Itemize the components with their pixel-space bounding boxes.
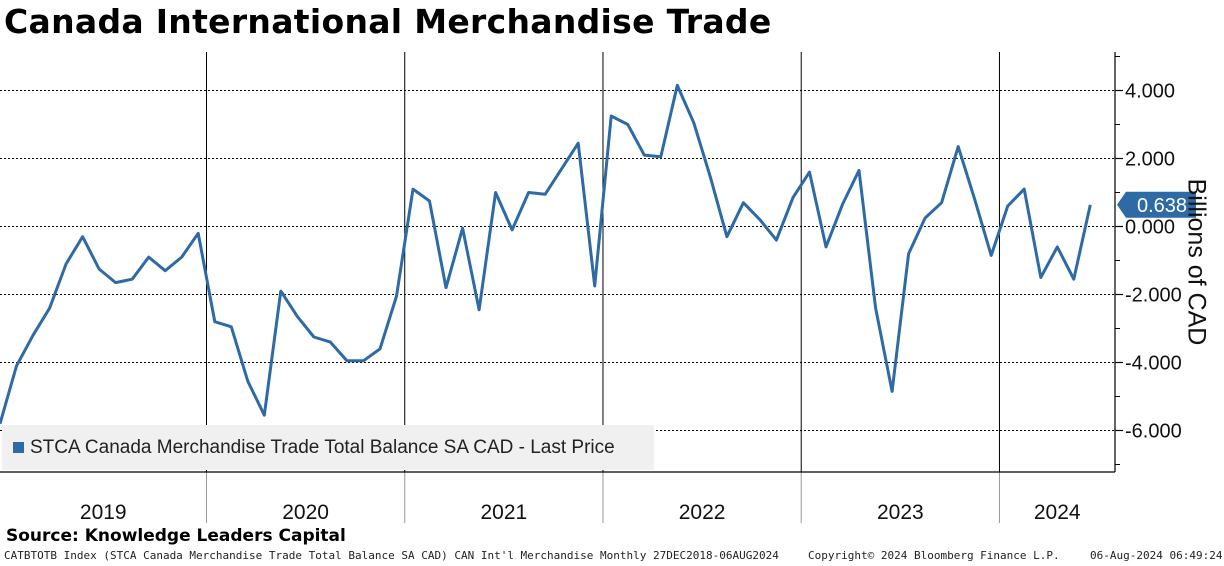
year-gridlines	[206, 52, 1000, 523]
series-layer	[0, 83, 1092, 425]
y-tick-label: -6.000	[1125, 421, 1182, 443]
x-axis-labels: 2019 2020 2021 2022 2023 2024	[80, 501, 1081, 524]
chart-title: Canada International Merchandise Trade	[4, 2, 772, 41]
y-tick-label: 2.000	[1125, 149, 1175, 171]
y-tick-label: 4.000	[1125, 81, 1175, 103]
last-value-badge	[1117, 191, 1196, 218]
footer-ticker-info: CATBTOTB Index (STCA Canada Merchandise …	[4, 549, 779, 562]
footer-copyright: Copyright© 2024 Bloomberg Finance L.P.	[808, 549, 1060, 562]
source-note: Source: Knowledge Leaders Capital	[6, 526, 346, 546]
x-tick-label: 2019	[80, 501, 127, 524]
legend-label: STCA Canada Merchandise Trade Total Bala…	[30, 436, 615, 458]
y-axis: 4.000 2.000 0.000 -2.000 -4.000 -6.000	[0, 52, 1182, 473]
x-tick-label: 2022	[679, 501, 726, 524]
y-tick-label: 0.000	[1125, 217, 1175, 239]
legend-swatch	[13, 442, 24, 453]
y-tick-label: -4.000	[1125, 353, 1182, 375]
series-line	[0, 83, 1092, 425]
y-tick-label: -2.000	[1125, 285, 1182, 307]
y-axis-title: Billions of CAD	[1182, 178, 1211, 346]
x-tick-label: 2023	[877, 501, 924, 524]
footer-timestamp: 06-Aug-2024 06:49:24	[1090, 549, 1223, 562]
legend: STCA Canada Merchandise Trade Total Bala…	[2, 425, 654, 470]
last-value-marker: 0.638	[1117, 191, 1196, 218]
x-tick-label: 2020	[282, 501, 329, 524]
gridlines	[0, 90, 1115, 431]
x-tick-label: 2021	[481, 501, 528, 524]
last-value-label: 0.638	[1137, 195, 1187, 217]
x-tick-label: 2024	[1034, 501, 1081, 524]
